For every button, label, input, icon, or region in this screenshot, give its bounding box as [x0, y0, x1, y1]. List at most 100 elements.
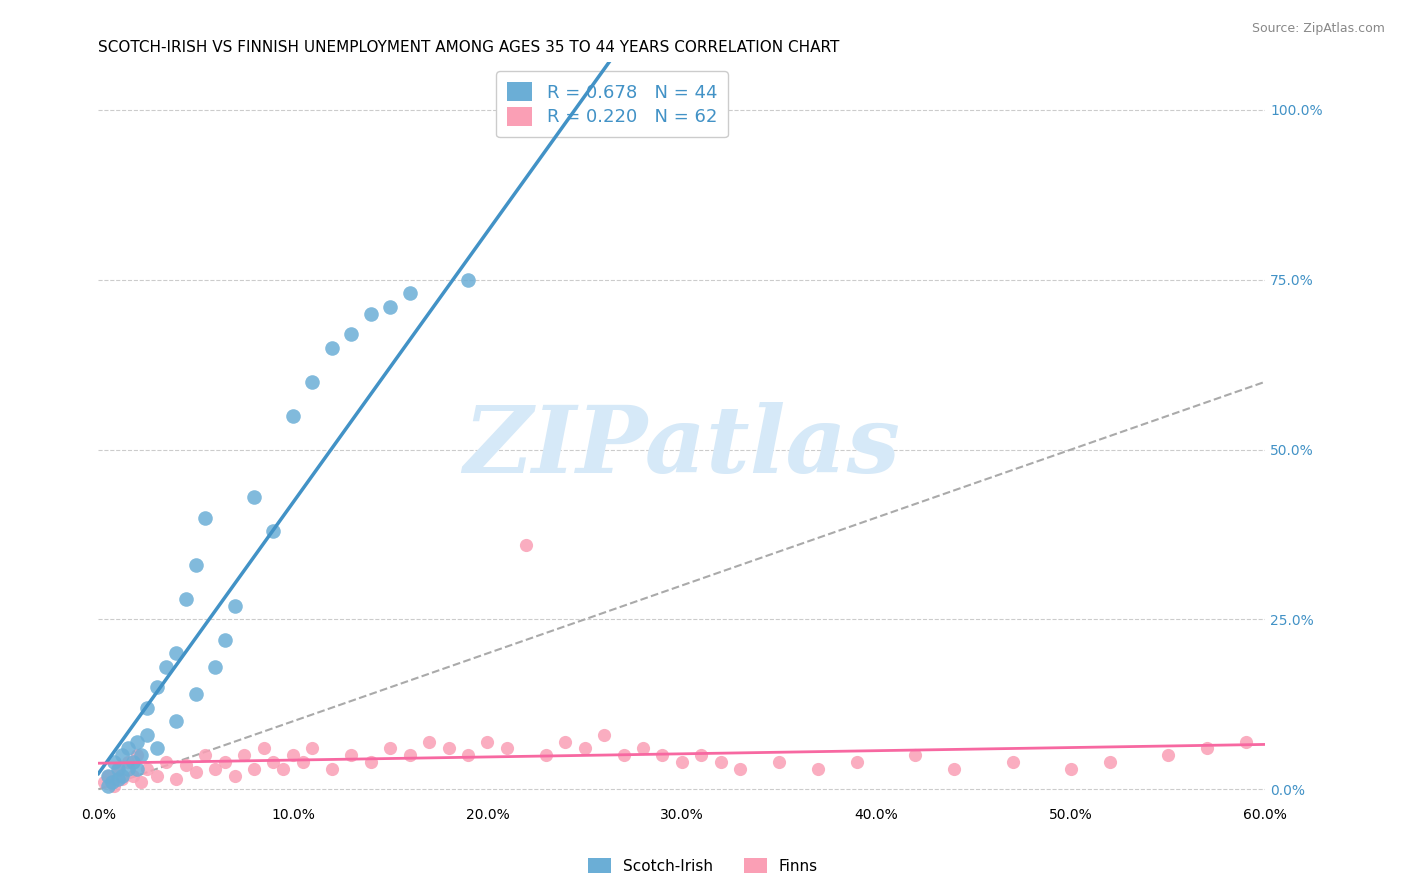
Point — [1060, 762, 1083, 776]
Point — [321, 762, 343, 776]
Point — [129, 748, 152, 763]
Legend: Scotch-Irish, Finns: Scotch-Irish, Finns — [582, 852, 824, 880]
Point — [378, 741, 402, 756]
Point — [136, 700, 159, 714]
Point — [612, 748, 634, 763]
Point — [165, 646, 187, 660]
Point — [651, 103, 673, 117]
Point — [360, 755, 382, 769]
Point — [204, 660, 226, 674]
Point — [117, 755, 139, 769]
Point — [593, 728, 616, 742]
Point — [321, 341, 343, 355]
Point — [184, 687, 207, 701]
Point — [127, 734, 149, 748]
Point — [107, 762, 129, 776]
Point — [204, 762, 226, 776]
Point — [1234, 734, 1257, 748]
Point — [340, 327, 363, 342]
Point — [107, 772, 129, 786]
Point — [690, 748, 713, 763]
Point — [710, 755, 733, 769]
Point — [165, 714, 187, 729]
Point — [214, 632, 236, 647]
Point — [281, 409, 304, 423]
Point — [136, 762, 159, 776]
Point — [301, 741, 323, 756]
Point — [728, 762, 751, 776]
Point — [281, 748, 304, 763]
Point — [574, 741, 596, 756]
Point — [904, 748, 927, 763]
Point — [1098, 755, 1121, 769]
Text: ZIPatlas: ZIPatlas — [464, 402, 900, 492]
Point — [122, 755, 145, 769]
Point — [243, 762, 266, 776]
Point — [340, 748, 363, 763]
Point — [671, 755, 693, 769]
Point — [845, 755, 868, 769]
Point — [224, 769, 246, 783]
Point — [233, 748, 256, 763]
Point — [534, 748, 557, 763]
Point — [224, 599, 246, 613]
Point — [807, 762, 830, 776]
Point — [1157, 748, 1180, 763]
Point — [117, 762, 139, 776]
Point — [398, 286, 420, 301]
Point — [418, 734, 440, 748]
Point — [146, 681, 169, 695]
Point — [107, 762, 129, 776]
Point — [101, 775, 124, 789]
Legend: R = 0.678   N = 44, R = 0.220   N = 62: R = 0.678 N = 44, R = 0.220 N = 62 — [496, 71, 728, 137]
Point — [194, 510, 217, 524]
Point — [554, 734, 576, 748]
Point — [103, 755, 125, 769]
Text: SCOTCH-IRISH VS FINNISH UNEMPLOYMENT AMONG AGES 35 TO 44 YEARS CORRELATION CHART: SCOTCH-IRISH VS FINNISH UNEMPLOYMENT AMO… — [98, 40, 839, 55]
Point — [515, 538, 537, 552]
Point — [174, 758, 197, 772]
Point — [127, 748, 149, 763]
Point — [271, 762, 294, 776]
Point — [768, 755, 790, 769]
Point — [174, 592, 197, 607]
Point — [457, 748, 479, 763]
Point — [184, 558, 207, 572]
Point — [1195, 741, 1218, 756]
Point — [253, 741, 276, 756]
Point — [495, 741, 517, 756]
Point — [398, 748, 420, 763]
Point — [477, 734, 499, 748]
Point — [943, 762, 966, 776]
Point — [262, 755, 284, 769]
Point — [214, 755, 236, 769]
Point — [651, 748, 673, 763]
Point — [103, 779, 125, 793]
Point — [495, 103, 517, 117]
Point — [631, 741, 654, 756]
Point — [378, 300, 402, 314]
Point — [437, 741, 460, 756]
Point — [1001, 755, 1024, 769]
Point — [155, 755, 177, 769]
Point — [136, 728, 159, 742]
Point — [155, 660, 177, 674]
Point — [505, 103, 527, 117]
Text: Source: ZipAtlas.com: Source: ZipAtlas.com — [1251, 22, 1385, 36]
Point — [97, 769, 120, 783]
Point — [146, 741, 169, 756]
Point — [360, 307, 382, 321]
Point — [117, 741, 139, 756]
Point — [146, 769, 169, 783]
Point — [111, 769, 134, 783]
Point — [710, 103, 733, 117]
Point — [122, 769, 145, 783]
Point — [97, 779, 120, 793]
Point — [457, 273, 479, 287]
Point — [93, 775, 115, 789]
Point — [184, 765, 207, 780]
Point — [165, 772, 187, 786]
Point — [194, 748, 217, 763]
Point — [243, 490, 266, 504]
Point — [111, 772, 134, 786]
